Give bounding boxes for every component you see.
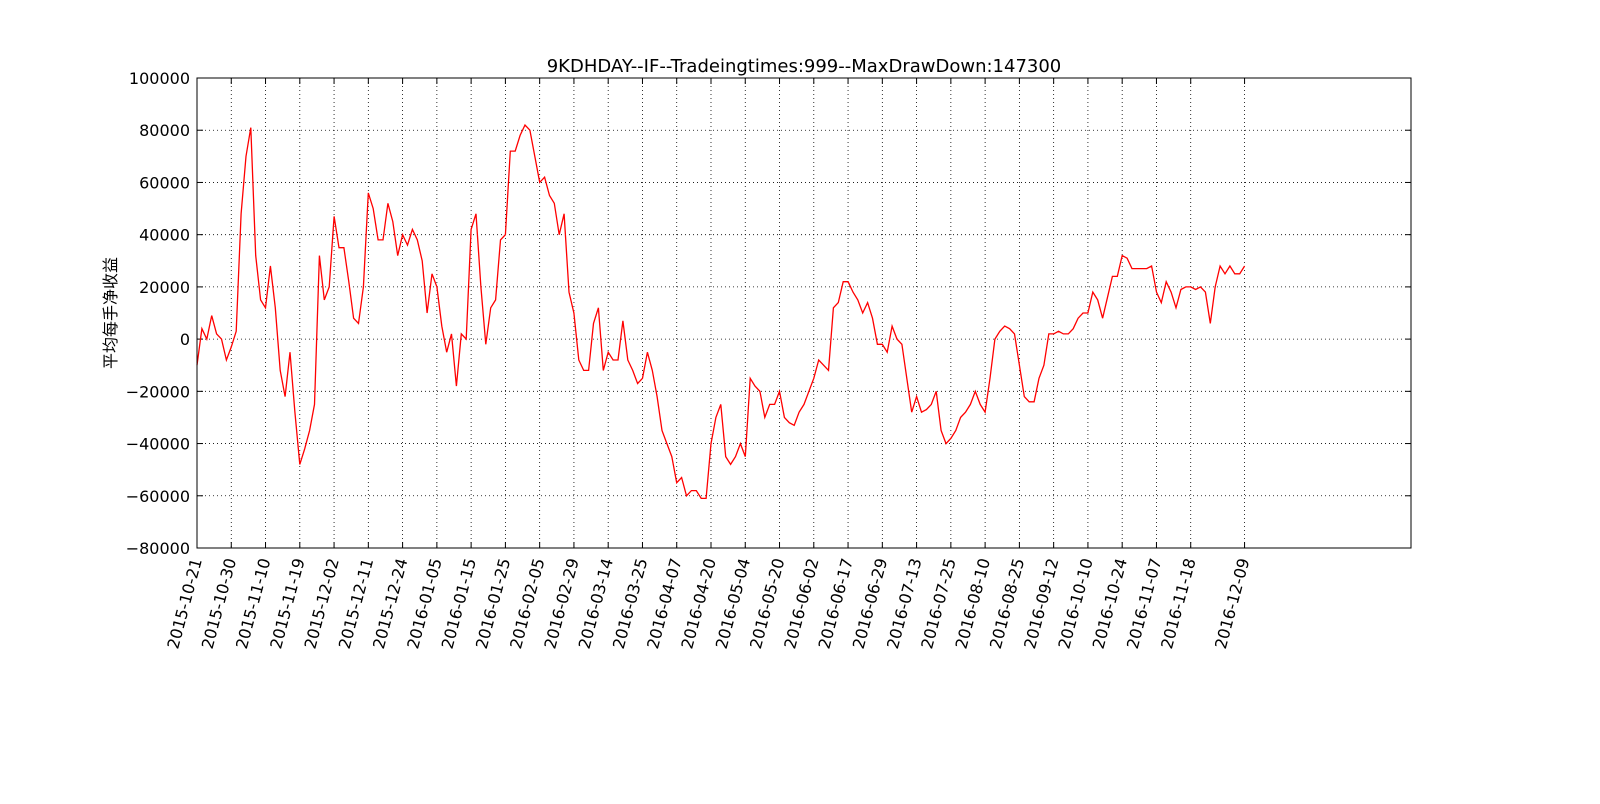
plot-frame: [196, 77, 1412, 549]
y-tick-label: −20000: [126, 382, 190, 401]
y-axis-label: 平均每手净收益: [101, 257, 120, 369]
y-tick-label: 20000: [139, 278, 190, 297]
y-tick-label: 40000: [139, 226, 190, 245]
y-tick-label: −80000: [126, 539, 190, 558]
y-tick-label: 80000: [139, 121, 190, 140]
chart-title: 9KDHDAY--IF--Tradeingtimes:999--MaxDrawD…: [547, 56, 1062, 77]
y-tick-label: 100000: [129, 69, 190, 88]
y-tick-label: 0: [180, 330, 190, 349]
y-tick-label: −60000: [126, 487, 190, 506]
y-tick-label: −40000: [126, 435, 190, 454]
y-tick-label: 60000: [139, 173, 190, 192]
data-line: [196, 123, 1246, 500]
